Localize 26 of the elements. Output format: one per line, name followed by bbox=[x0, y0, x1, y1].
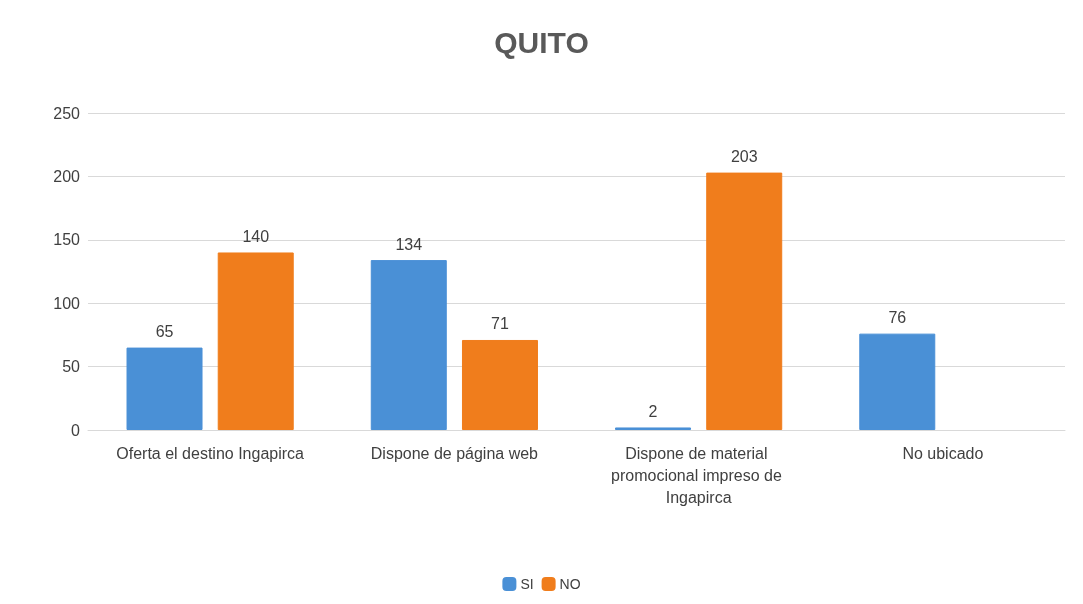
data-label: 140 bbox=[242, 227, 270, 245]
x-tick-label: Dispone de página web bbox=[370, 444, 539, 462]
bar bbox=[859, 333, 936, 430]
chart-title: QUITO bbox=[494, 25, 589, 59]
data-label: 71 bbox=[491, 315, 509, 333]
y-tick-label: 250 bbox=[53, 104, 81, 122]
legend-label: NO bbox=[559, 576, 581, 592]
bar bbox=[217, 252, 294, 430]
y-tick-label: 200 bbox=[53, 167, 81, 185]
bar bbox=[370, 260, 447, 430]
data-label: 76 bbox=[888, 309, 907, 327]
data-label: 2 bbox=[648, 402, 658, 420]
bar bbox=[461, 339, 538, 430]
data-label: 203 bbox=[730, 148, 758, 166]
y-tick-label: 0 bbox=[71, 421, 81, 439]
legend-label: SI bbox=[520, 576, 534, 592]
bar bbox=[126, 347, 203, 430]
bar bbox=[706, 172, 783, 430]
y-tick-label: 150 bbox=[53, 231, 81, 249]
x-tick-label: Oferta el destino Ingapirca bbox=[116, 444, 305, 462]
y-tick-label: 100 bbox=[53, 294, 81, 312]
x-tick-label: Dispone de material promocional impreso de Ingapirca bbox=[611, 444, 787, 506]
data-label: 65 bbox=[155, 323, 174, 341]
x-tick-label: No ubicado bbox=[902, 444, 984, 462]
data-label: 134 bbox=[395, 235, 423, 253]
y-tick-label: 50 bbox=[62, 358, 81, 376]
